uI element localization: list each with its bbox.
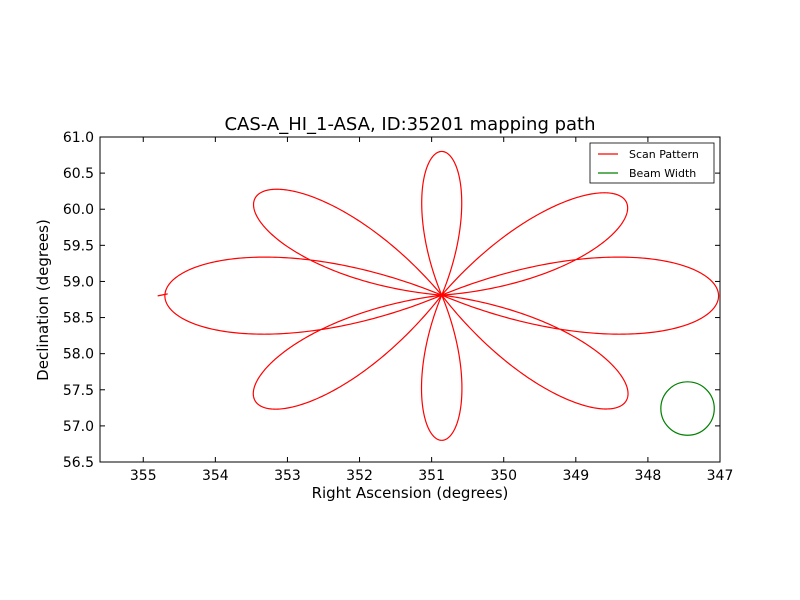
legend: Scan Pattern Beam Width — [589, 142, 715, 184]
y-tick-label: 57.0 — [63, 419, 94, 435]
legend-label-scan: Scan Pattern — [629, 148, 699, 161]
y-tick-label: 59.0 — [63, 274, 94, 290]
y-axis-label: Declination (degrees) — [34, 219, 52, 381]
legend-box — [589, 142, 715, 184]
y-tick-label: 61.0 — [63, 130, 94, 146]
y-tick-label: 56.5 — [63, 455, 94, 471]
y-tick-label: 58.5 — [63, 311, 94, 327]
x-tick-label: 353 — [274, 468, 301, 484]
x-tick-label: 355 — [130, 468, 157, 484]
x-tick-label: 348 — [635, 468, 662, 484]
x-tick-label: 349 — [562, 468, 589, 484]
y-tick-label: 60.5 — [63, 166, 94, 182]
plot-area — [100, 137, 720, 462]
x-tick-label: 350 — [490, 468, 517, 484]
legend-label-beam: Beam Width — [629, 167, 696, 180]
series-layer — [157, 150, 720, 441]
y-tick-label: 57.5 — [63, 383, 94, 399]
plot-frame — [99, 136, 721, 463]
y-tick-label: 58.0 — [63, 347, 94, 363]
axis-ticks: 355 354 353 352 351 350 349 348 347 56.5 57.0 57.5 5… — [63, 130, 734, 484]
y-tick-label: 59.5 — [63, 238, 94, 254]
scan-start-segment — [157, 293, 168, 297]
beam-width-circle — [660, 381, 715, 436]
x-axis-label: Right Ascension (degrees) — [312, 484, 509, 502]
x-tick-label: 351 — [418, 468, 445, 484]
x-tick-label: 354 — [202, 468, 229, 484]
y-tick-label: 60.0 — [63, 202, 94, 218]
chart-title: CAS-A_HI_1-ASA, ID:35201 mapping path — [224, 114, 595, 135]
x-tick-label: 352 — [346, 468, 373, 484]
scan-pattern-line — [164, 150, 720, 441]
x-tick-label: 347 — [707, 468, 734, 484]
